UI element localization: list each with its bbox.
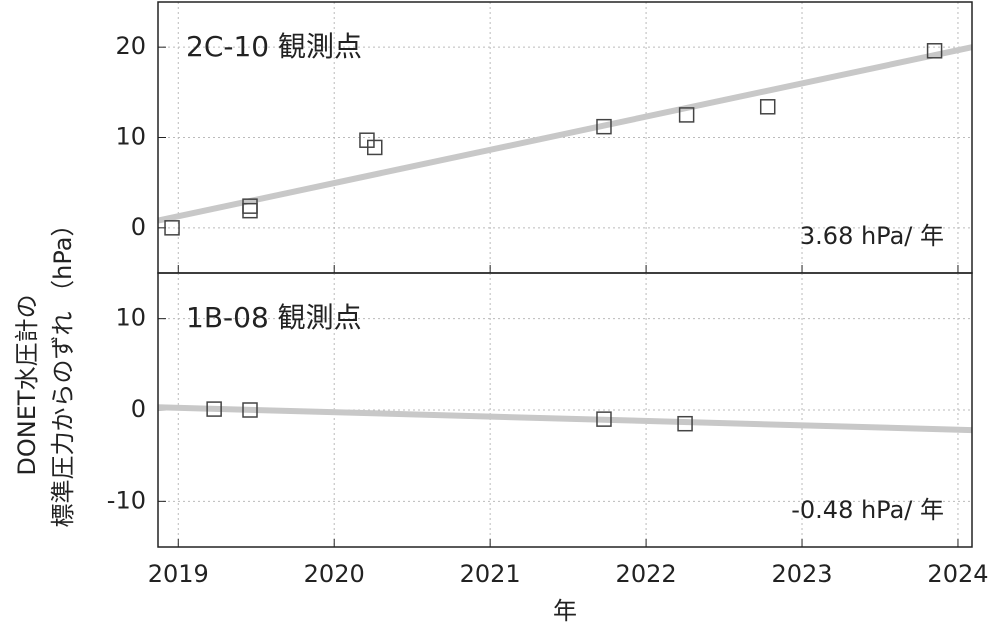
y-tick-label: 10	[115, 304, 146, 332]
data-point	[367, 139, 383, 156]
x-axis-label: 年	[553, 597, 577, 625]
y-tick-label: 20	[115, 32, 146, 60]
annotation: 3.68 hPa/ 年	[800, 222, 944, 250]
data-point	[242, 402, 258, 418]
data-point	[926, 43, 943, 59]
y-tick-label: 0	[131, 395, 146, 423]
panel-title: 2C-10 観測点	[186, 30, 362, 63]
y-tick-label: -10	[107, 486, 146, 514]
x-tick-label: 2022	[616, 560, 677, 588]
x-tick-label: 2024	[927, 560, 988, 588]
data-point	[242, 202, 258, 219]
data-point	[596, 411, 612, 427]
trend-line	[157, 404, 973, 434]
data-point	[596, 118, 612, 135]
x-tick-label: 2023	[771, 560, 832, 588]
data-point	[759, 99, 776, 115]
data-point	[164, 220, 180, 236]
x-tick-label: 2019	[148, 560, 209, 588]
data-point	[677, 415, 693, 432]
y-axis-label: 標準圧力からのずれ （hPa）	[49, 213, 77, 528]
trend-line	[157, 44, 973, 224]
data-point	[206, 401, 222, 417]
x-tick-label: 2020	[304, 560, 365, 588]
y-tick-label: 10	[115, 123, 146, 151]
x-tick-label: 2021	[460, 560, 521, 588]
y-axis-label: DONET水圧計の	[13, 294, 41, 475]
annotation: -0.48 hPa/ 年	[791, 496, 944, 524]
plot-frame	[157, 272, 973, 548]
panel-title: 1B-08 観測点	[186, 301, 362, 334]
data-point	[678, 107, 695, 123]
y-tick-label: 0	[131, 213, 146, 241]
